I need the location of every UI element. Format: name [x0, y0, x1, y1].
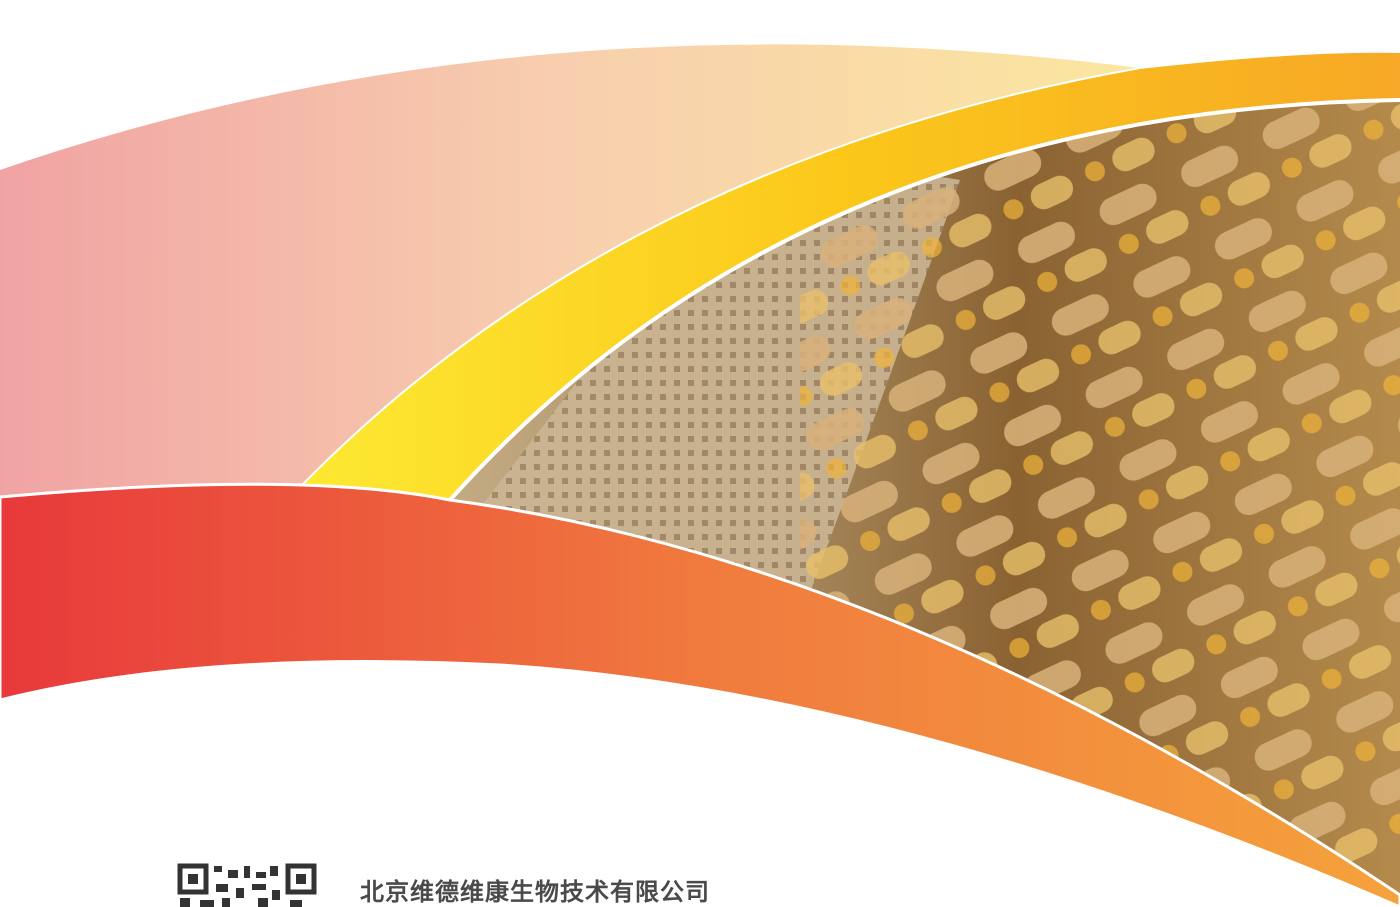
- white-edge: [299, 50, 1400, 488]
- qr-code: [177, 863, 317, 907]
- red-band: [0, 482, 1400, 907]
- yellow-band: [300, 51, 1400, 501]
- pink-band: [0, 44, 1140, 497]
- white-edge: [448, 98, 1400, 502]
- company-name: 北京维德维康生物技术有限公司: [360, 878, 710, 906]
